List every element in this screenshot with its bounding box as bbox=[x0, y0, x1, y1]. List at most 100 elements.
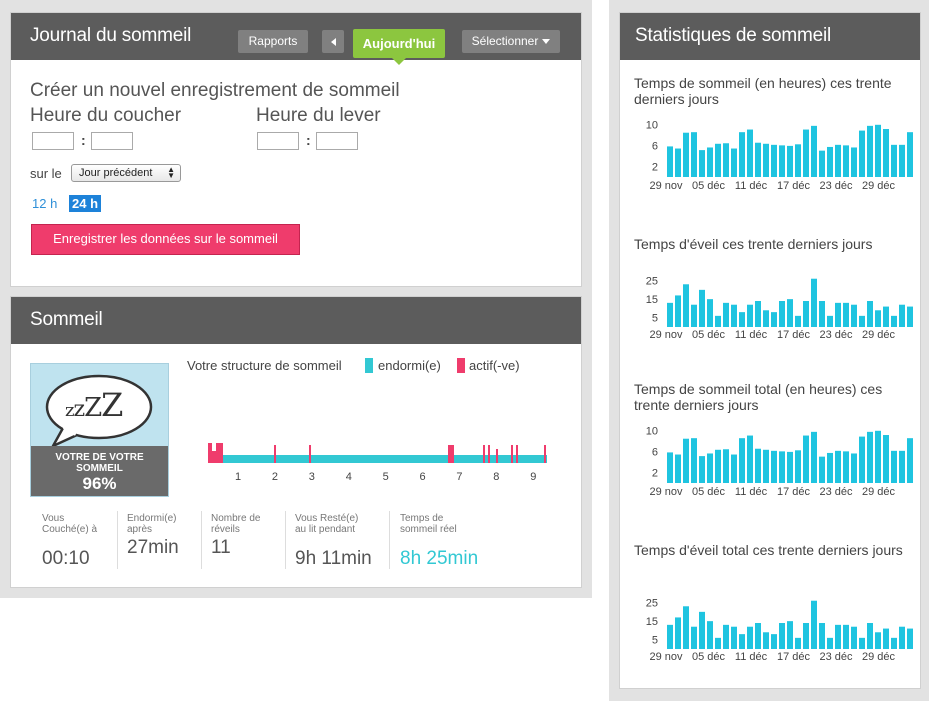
chart-bar bbox=[691, 304, 697, 327]
stat-value-latency: 27min bbox=[127, 537, 179, 558]
waketime-hour-input[interactable] bbox=[257, 132, 299, 150]
chart-bar bbox=[795, 450, 801, 483]
x-tick-label: 23 déc bbox=[819, 651, 853, 663]
x-tick-label: 05 déc bbox=[692, 651, 726, 663]
x-tick-label: 29 nov bbox=[649, 486, 683, 498]
chart-bar bbox=[691, 438, 697, 483]
structure-label: Votre structure de sommeil bbox=[187, 358, 342, 373]
hour-tick-label: 6 bbox=[419, 471, 426, 483]
today-button[interactable]: Aujourd'hui bbox=[353, 29, 445, 65]
total-wake-chart: 5 15 25 29 nov 05 déc 11 déc 17 déc 23 déc 29 dé… bbox=[646, 598, 913, 663]
format-12h-link[interactable]: 12 h bbox=[32, 196, 58, 211]
x-tick-label: 29 déc bbox=[862, 651, 896, 663]
bedtime-hour-input[interactable] bbox=[32, 132, 74, 150]
x-tick-label: 29 nov bbox=[649, 180, 683, 192]
chart-bar bbox=[883, 129, 889, 177]
save-sleep-button[interactable]: Enregistrer les données sur le sommeil bbox=[31, 224, 300, 255]
chart-bar bbox=[859, 637, 865, 649]
y-tick-label: 5 bbox=[652, 313, 658, 325]
statistics-title: Statistiques de sommeil bbox=[635, 25, 832, 46]
x-tick-label: 29 nov bbox=[649, 329, 683, 341]
caret-down-icon bbox=[542, 39, 551, 45]
hour-tick-label: 1 bbox=[235, 471, 242, 483]
stat-caption-latency: Endormi(e) après bbox=[127, 513, 177, 535]
chart-title-wake-time: Temps d'éveil ces trente derniers jours bbox=[634, 236, 873, 252]
chart-bar bbox=[715, 143, 721, 177]
bedtime-colon: : bbox=[81, 132, 86, 148]
chart-title-sleep-hours: Temps de sommeil (en heures) ces trente … bbox=[634, 75, 892, 107]
efficiency-value: 96% bbox=[82, 474, 117, 493]
chart-bar bbox=[811, 125, 817, 177]
active-segment bbox=[483, 445, 485, 463]
chart-bar bbox=[787, 145, 793, 177]
total-sleep-chart: 2 6 10 29 nov 05 déc 11 déc 17 déc 23 déc 29 déc bbox=[646, 425, 913, 498]
stat-divider bbox=[117, 511, 118, 569]
chart-bar bbox=[859, 436, 865, 483]
chart-bar bbox=[707, 299, 713, 327]
chart-bar bbox=[715, 315, 721, 327]
day-prefix: sur le bbox=[30, 166, 62, 181]
chart-bar bbox=[819, 301, 825, 327]
chart-bar bbox=[891, 637, 897, 649]
hour-tick-label: 7 bbox=[456, 471, 463, 483]
chart-bar bbox=[787, 621, 793, 649]
chart-bar bbox=[875, 310, 881, 327]
chart-bar bbox=[731, 148, 737, 177]
journal-title: Journal du sommeil bbox=[30, 25, 192, 46]
chart-bar bbox=[723, 624, 729, 649]
stat-caption-awakenings: Nombre de réveils bbox=[211, 513, 261, 535]
chart-bar bbox=[819, 150, 825, 177]
chart-bar bbox=[907, 132, 913, 177]
chart-bar bbox=[907, 306, 913, 327]
y-tick-label: 25 bbox=[646, 598, 658, 610]
chart-bar bbox=[907, 438, 913, 483]
chart-bar bbox=[795, 637, 801, 649]
chart-bar bbox=[787, 451, 793, 483]
chart-bar bbox=[875, 430, 881, 483]
chart-bar bbox=[707, 621, 713, 649]
day-select-value: Jour précédent bbox=[79, 167, 153, 179]
x-tick-label: 11 déc bbox=[735, 486, 768, 498]
stat-divider bbox=[285, 511, 286, 569]
format-24h-toggle[interactable]: 24 h bbox=[69, 195, 102, 212]
x-tick-label: 23 déc bbox=[819, 180, 853, 192]
x-tick-label: 11 déc bbox=[735, 180, 768, 192]
reports-button[interactable]: Rapports bbox=[238, 30, 308, 53]
chart-bar bbox=[699, 611, 705, 649]
chart-bar bbox=[739, 438, 745, 483]
hour-tick-label: 5 bbox=[382, 471, 389, 483]
chart-bar bbox=[739, 634, 745, 649]
hour-tick-label: 2 bbox=[271, 471, 279, 483]
bedtime-label: Heure du coucher bbox=[30, 105, 182, 126]
stat-divider bbox=[389, 511, 390, 569]
chart-bar bbox=[715, 637, 721, 649]
sleep-band bbox=[223, 455, 547, 463]
statistics-panel: Statistiques de sommeil Temps de sommeil… bbox=[619, 12, 921, 689]
chart-bar bbox=[835, 450, 841, 483]
x-tick-label: 17 déc bbox=[777, 486, 811, 498]
chart-bar bbox=[691, 626, 697, 649]
bedtime-minute-input[interactable] bbox=[91, 132, 133, 150]
chart-bar bbox=[675, 148, 681, 177]
chart-bar bbox=[827, 315, 833, 327]
chart-bar bbox=[867, 301, 873, 327]
sleep-title: Sommeil bbox=[30, 309, 103, 330]
day-select[interactable]: Jour précédent ▲ ▼ bbox=[71, 164, 181, 182]
x-tick-label: 05 déc bbox=[692, 329, 726, 341]
journal-header: Journal du sommeil Rapports Aujourd'hui … bbox=[11, 13, 581, 65]
waketime-minute-input[interactable] bbox=[316, 132, 358, 150]
chart-bar bbox=[835, 144, 841, 177]
select-arrows-icon: ▲ ▼ bbox=[167, 165, 175, 180]
active-segment bbox=[216, 443, 223, 463]
chart-bar bbox=[819, 623, 825, 649]
x-tick-label: 17 déc bbox=[777, 651, 811, 663]
prev-day-button[interactable] bbox=[322, 30, 344, 53]
waketime-colon: : bbox=[306, 132, 311, 148]
select-dropdown[interactable]: Sélectionner bbox=[462, 30, 560, 53]
chart-bar bbox=[843, 145, 849, 177]
chart-bar bbox=[667, 302, 673, 327]
chart-bar bbox=[747, 435, 753, 483]
x-tick-label: 17 déc bbox=[777, 180, 811, 192]
chart-bar bbox=[667, 624, 673, 649]
chart-bar bbox=[867, 431, 873, 483]
